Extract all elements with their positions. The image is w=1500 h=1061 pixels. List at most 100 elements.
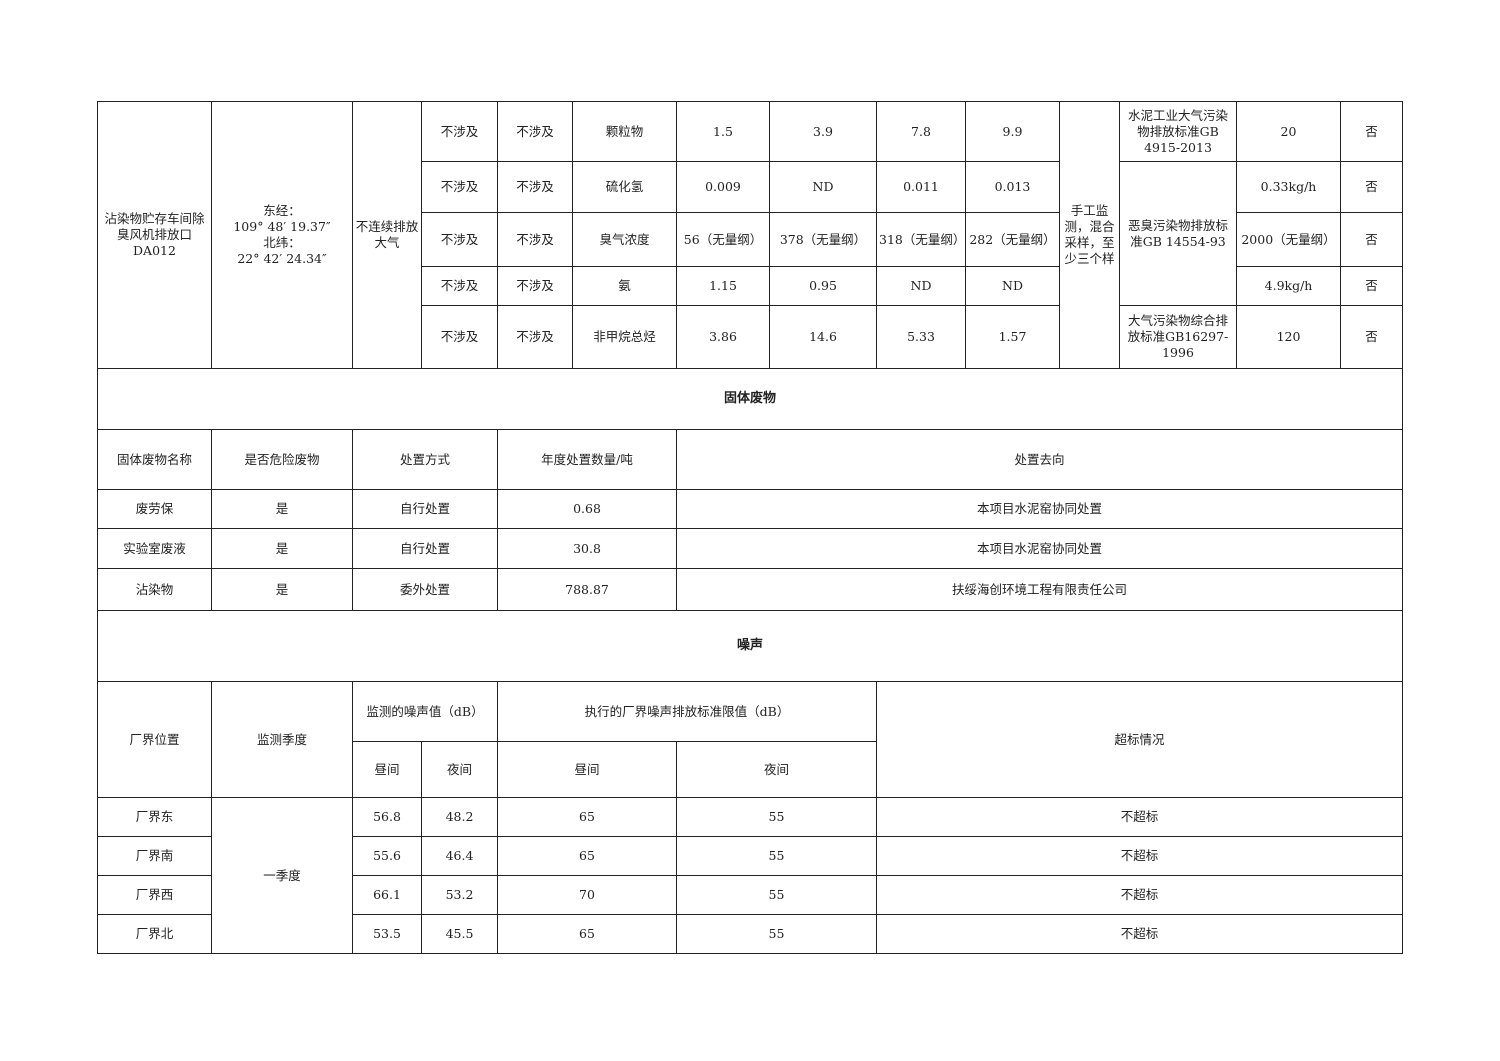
table-cell: 1.5 [676,101,770,162]
header-cell: 昼间 [497,741,677,798]
table-cell: 不涉及 [421,305,498,369]
table-cell: 0.009 [676,161,770,213]
table-cell: 不涉及 [497,212,573,267]
table-cell: 30.8 [497,528,677,569]
air-row: 不涉及 不涉及 非甲烷总烃 3.86 14.6 5.33 1.57 大气污染物综合排放标准GB… [98,305,1403,369]
noise-row: 厂界东 一季度 56.8 48.2 65 55 不超标 [97,797,1403,954]
table-cell: 20 [1236,101,1341,162]
table-cell: 53.5 [352,914,422,954]
table-cell: 恶臭污染物排放标准GB 14554-93 [1119,161,1237,306]
table-cell: 厂界北 [97,914,212,954]
table-cell: 5.33 [876,305,966,369]
table-cell: 55.6 [352,836,422,876]
table-cell: 318（无量纲） [876,212,966,267]
noise-row: 厂界南 55.6 46.4 65 55 不超标 [97,836,1403,876]
table-cell: 扶绥海创环境工程有限责任公司 [676,568,1403,611]
header-cell: 处置去向 [676,429,1403,490]
noise-title-row: 噪声 [97,610,1403,682]
table-cell: 65 [497,836,677,876]
table-cell: 4.9kg/h [1236,266,1341,306]
table-cell: 否 [1340,212,1403,267]
table-cell: 手工监测，混合采样，至少三个样 [1059,101,1120,369]
solid-row: 实验室废液是自行处置 30.8 本项目水泥窑协同处置 [97,528,1403,569]
table-cell: 不涉及 [421,266,498,306]
table-cell: 沾染物 [97,568,212,611]
header-cell: 夜间 [676,741,877,798]
table-cell: 委外处置 [352,568,498,611]
table-cell: 55 [676,914,877,954]
air-row: 沾染物贮存车间除臭风机排放口DA012 东经： 109° 48′ 19.37″ 北… [97,101,1403,369]
table-cell: 9.9 [965,101,1060,162]
table-cell: 282（无量纲） [965,212,1060,267]
table-cell: 厂界西 [97,875,212,915]
table-cell: 7.8 [876,101,966,162]
table-cell: ND [876,266,966,306]
table-cell: 不涉及 [497,101,573,162]
table-cell: 45.5 [421,914,498,954]
table-cell: 东经： 109° 48′ 19.37″ 北纬： 22° 42′ 24.34″ [211,101,353,369]
table-cell: 不涉及 [421,101,498,162]
table-cell: 自行处置 [352,528,498,569]
table-cell: 378（无量纲） [769,212,877,267]
section-title-solid: 固体废物 [97,368,1403,430]
solid-title-row: 固体废物 [97,368,1403,430]
table-cell: 不超标 [876,914,1403,954]
table-cell: 是 [211,489,353,529]
header-cell: 执行的厂界噪声排放标准限值（dB） [497,681,877,742]
table-cell: ND [769,161,877,213]
solid-row: 沾染物是委外处置 788.87 扶绥海创环境工程有限责任公司 [97,568,1403,611]
table-cell: 是 [211,528,353,569]
table-cell: 氨 [572,266,677,306]
table-cell: ND [965,266,1060,306]
table-cell: 2000（无量纲） [1236,212,1341,267]
table-cell: 14.6 [769,305,877,369]
table-cell: 水泥工业大气污染物排放标准GB 4915-2013 [1119,101,1237,162]
header-cell: 处置方式 [352,429,498,490]
header-cell: 是否危险废物 [211,429,353,490]
header-cell: 厂界位置 [97,681,212,798]
section-title-noise: 噪声 [97,610,1403,682]
table-cell: 否 [1340,266,1403,306]
table-cell: 56.8 [352,797,422,837]
header-cell: 昼间 [352,741,422,798]
header-cell: 监测的噪声值（dB） [352,681,498,742]
table-cell: 本项目水泥窑协同处置 [676,489,1403,529]
air-row: 不涉及 不涉及 硫化氢 0.009 ND 0.011 0.013 恶臭污染物排放标准GB 14… [98,161,1403,306]
noise-header-row: 厂界位置 监测季度 监测的噪声值（dB） 执行的厂界噪声排放标准限值（dB） 超… [97,681,1403,798]
table-cell: 不涉及 [497,161,573,213]
table-cell: 不连续排放大气 [352,101,422,369]
table-cell: 否 [1340,101,1403,162]
table-cell: 实验室废液 [97,528,212,569]
report-table: 沾染物贮存车间除臭风机排放口DA012 东经： 109° 48′ 19.37″ 北… [97,101,1403,954]
table-cell: 0.33kg/h [1236,161,1341,213]
noise-row: 厂界北 53.5 45.5 65 55 不超标 [97,914,1403,954]
table-cell: 1.15 [676,266,770,306]
table-cell: 788.87 [497,568,677,611]
table-cell: 56（无量纲） [676,212,770,267]
header-cell: 年度处置数量/吨 [497,429,677,490]
table-cell: 65 [497,797,677,837]
table-cell: 不超标 [876,875,1403,915]
table-cell: 0.013 [965,161,1060,213]
header-cell: 监测季度 [211,681,353,798]
solid-row: 废劳保是自行处置 0.68 本项目水泥窑协同处置 [97,489,1403,529]
air-row: 不涉及 不涉及氨 1.15 0.95 ND ND 4.9kg/h 否 [98,266,1403,306]
table-cell: 0.68 [497,489,677,529]
table-cell: 大气污染物综合排放标准GB16297-1996 [1119,305,1237,369]
table-cell: 厂界南 [97,836,212,876]
solid-header-row: 固体废物名称 是否危险废物 处置方式 年度处置数量/吨 处置去向 [97,429,1403,490]
table-cell: 不涉及 [497,266,573,306]
table-cell: 臭气浓度 [572,212,677,267]
noise-row: 厂界西 66.1 53.2 70 55 不超标 [97,875,1403,915]
table-cell: 厂界东 [97,797,212,837]
table-cell: 1.57 [965,305,1060,369]
table-cell: 硫化氢 [572,161,677,213]
table-cell: 一季度 [211,797,353,954]
table-cell: 不超标 [876,797,1403,837]
header-cell: 固体废物名称 [97,429,212,490]
table-cell: 自行处置 [352,489,498,529]
table-cell: 不涉及 [421,161,498,213]
table-cell: 是 [211,568,353,611]
table-cell: 53.2 [421,875,498,915]
table-cell: 0.011 [876,161,966,213]
